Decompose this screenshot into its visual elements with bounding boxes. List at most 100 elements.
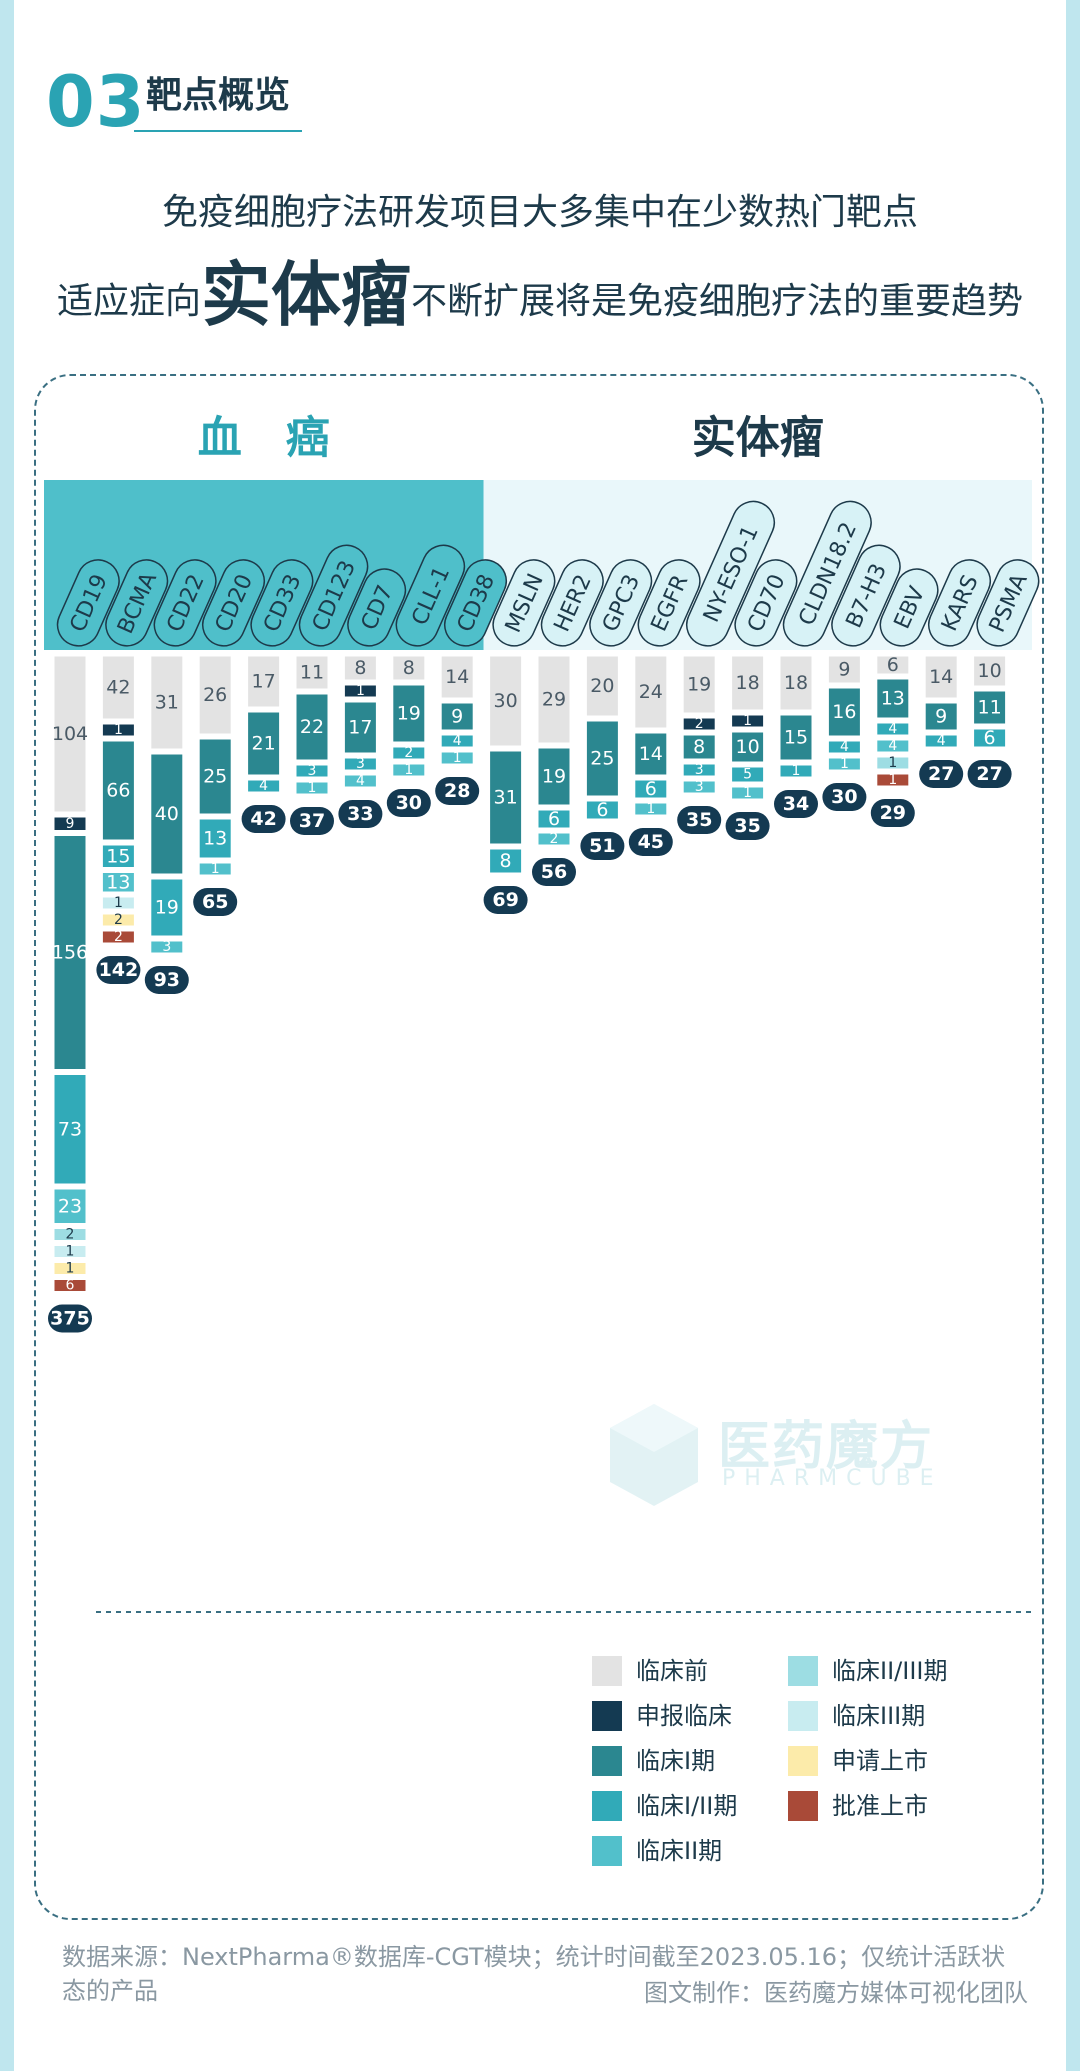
target-pill-CD123 (298, 544, 369, 647)
segment-CLDN18.2-preclinical (779, 655, 813, 711)
segment-CD19-preclinical (53, 655, 87, 813)
segment-label-CD70-phase2: 1 (743, 785, 752, 801)
target-pill-CD33 (250, 559, 314, 647)
watermark-cn: 医药魔方 (718, 1417, 935, 1477)
segment-CD19-ind (53, 816, 87, 831)
headline-emphasis: 实体瘤 (201, 254, 411, 336)
segment-label-CD33-preclinical: 17 (252, 671, 276, 693)
segment-CLL-1-phase1 (392, 684, 426, 743)
segment-label-CD19-phase12: 73 (58, 1118, 82, 1140)
segment-label-BCMA-nda: 2 (114, 912, 123, 928)
segment-label-PSMA-phase12: 6 (984, 727, 996, 749)
segment-label-CD7-ind: 1 (356, 683, 365, 699)
legend-label-nda: 申请上市 (832, 1747, 928, 1775)
segment-BCMA-approved (101, 930, 135, 944)
segment-EBV-preclinical (876, 655, 910, 675)
right-edge-band (1066, 0, 1080, 2071)
total-label-GPC3: 51 (589, 835, 615, 857)
segment-BCMA-phase1 (101, 740, 135, 841)
legend-swatch-phase3 (788, 1701, 818, 1731)
segment-B7-H3-phase2 (827, 757, 861, 771)
total-badge-CLL-1 (386, 789, 431, 817)
segment-label-CD33-phase1: 21 (252, 733, 276, 755)
segment-EGFR-phase2 (634, 802, 668, 816)
legend-swatch-ind (592, 1701, 622, 1731)
total-label-KARS: 27 (928, 763, 954, 785)
total-label-CD7: 33 (347, 803, 373, 825)
segment-HER2-phase12 (537, 809, 571, 829)
segment-label-CD38-phase12: 4 (453, 733, 462, 749)
target-pill-EBV (879, 568, 939, 647)
segment-label-CLL-1-phase2: 1 (404, 762, 413, 778)
total-badge-EGFR (628, 828, 673, 856)
target-pill-HER2 (540, 559, 604, 647)
segment-CD70-ind (731, 714, 765, 728)
segment-PSMA-preclinical (973, 655, 1007, 687)
segment-label-CD7-preclinical: 8 (354, 657, 366, 679)
segment-CD38-phase12 (440, 734, 474, 748)
segment-GPC3-preclinical (585, 655, 619, 717)
total-label-CLL-1: 30 (396, 792, 422, 814)
segment-label-CD22-phase1: 40 (155, 803, 179, 825)
target-pill-CD38 (443, 559, 508, 647)
segment-label-CD19-nda: 1 (66, 1261, 75, 1277)
segment-label-CD20-phase12: 13 (203, 828, 227, 850)
segment-B7-H3-phase1 (827, 687, 861, 737)
segment-label-GPC3-phase12: 6 (596, 799, 608, 821)
legend-swatch-nda (788, 1746, 818, 1776)
segment-label-CD123-phase1: 22 (300, 716, 324, 738)
segment-label-BCMA-ind: 1 (114, 722, 123, 738)
segment-label-HER2-phase1: 19 (542, 766, 566, 788)
segment-CLL-1-phase2 (392, 763, 426, 777)
segment-CLDN18.2-phase12 (779, 764, 813, 778)
segment-label-GPC3-preclinical: 20 (590, 675, 614, 697)
segment-label-CD123-phase12: 3 (308, 763, 317, 779)
segment-CD33-phase12 (247, 779, 281, 793)
target-pill-KARS (927, 559, 992, 647)
total-badge-KARS (919, 760, 964, 788)
segment-KARS-phase12 (924, 734, 958, 748)
legend-swatch-preclinical (592, 1656, 622, 1686)
legend-label-ind: 申报临床 (636, 1702, 732, 1730)
segment-PSMA-phase1 (973, 690, 1007, 725)
segment-KARS-preclinical (924, 655, 958, 699)
section-number: 03 (46, 61, 146, 143)
legend-label-phase3: 临床III期 (832, 1702, 925, 1730)
pipeline-chart: 血 癌实体瘤CD19104915673232116375BCMA42166151… (44, 413, 1040, 1866)
total-label-EGFR: 45 (638, 831, 664, 853)
segment-EBV-phase12 (876, 722, 910, 736)
segment-CD22-phase1 (150, 753, 184, 875)
target-pill-CD19 (56, 559, 120, 647)
legend-label-phase1: 临床I期 (636, 1747, 715, 1775)
segment-BCMA-ind (101, 723, 135, 737)
segment-CD33-phase1 (247, 711, 281, 776)
total-label-CD22: 93 (154, 969, 180, 991)
segment-label-KARS-phase1: 9 (935, 706, 947, 728)
segment-CD19-phase23 (53, 1228, 87, 1241)
group-label-solid: 实体瘤 (692, 413, 824, 464)
legend-swatch-approved (788, 1791, 818, 1821)
segment-label-CD33-phase12: 4 (259, 778, 268, 794)
target-tag: CD123 (298, 544, 369, 647)
legend-label-phase12: 临床I/II期 (636, 1792, 737, 1820)
total-badge-NY-ESO-1 (677, 806, 722, 834)
legend-label-phase2: 临床II期 (636, 1837, 722, 1865)
chart-panel (34, 374, 1044, 1920)
watermark-cube-icon (610, 1404, 698, 1506)
segment-NY-ESO-1-phase2 (682, 780, 716, 794)
segment-label-GPC3-phase1: 25 (590, 748, 614, 770)
segment-label-CLDN18.2-preclinical: 18 (784, 672, 808, 694)
segment-CD123-phase1 (295, 693, 329, 761)
segment-label-BCMA-preclinical: 42 (106, 677, 130, 699)
segment-label-CD70-phase12: 5 (743, 767, 752, 783)
total-badge-HER2 (532, 858, 576, 886)
segment-CD7-phase1 (343, 701, 377, 754)
segment-CD19-phase2 (53, 1188, 87, 1224)
left-edge-band (0, 0, 14, 2071)
segment-CD19-phase1 (53, 835, 87, 1070)
total-label-BCMA: 142 (99, 959, 139, 981)
segment-label-CD38-phase1: 9 (451, 706, 463, 728)
total-badge-CLDN18.2 (774, 790, 818, 818)
segment-label-PSMA-phase1: 11 (978, 697, 1002, 719)
headline-line-2: 适应症向实体瘤不断扩展将是免疫细胞疗法的重要趋势 (0, 250, 1080, 347)
